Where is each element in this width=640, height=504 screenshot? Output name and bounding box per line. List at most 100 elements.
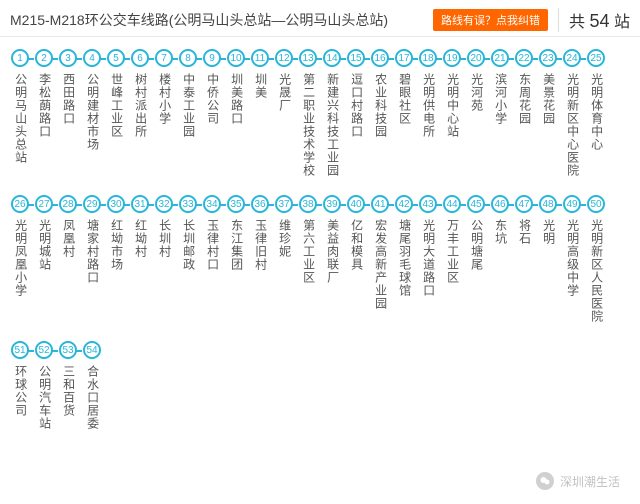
stop-label: 圳美路口 [229,73,242,125]
stop-node[interactable]: 42塘尾羽毛球馆 [392,195,416,323]
stop-number: 30 [107,195,125,213]
stop-label: 公明塘尾 [469,219,482,271]
stop-number: 20 [467,49,485,67]
stop-label: 美景花园 [541,73,554,125]
stop-number: 31 [131,195,149,213]
stop-node[interactable]: 48光明 [536,195,560,323]
watermark-text: 深圳潮生活 [560,473,620,490]
report-error-button[interactable]: 路线有误？点我纠错 [433,9,548,31]
stop-node[interactable]: 6 树村派出所 [128,49,152,177]
stop-node[interactable]: 27光明城站 [32,195,56,323]
stop-node[interactable]: 10 圳美路口 [224,49,248,177]
stop-label: 公明马山头总站 [13,73,26,164]
stop-number: 54 [83,341,101,359]
stop-label: 光明新区中心医院 [565,73,578,177]
total-stops: 共 54 站 [558,8,630,32]
stop-node[interactable]: 23美景花园 [536,49,560,177]
stop-node[interactable]: 46东坑 [488,195,512,323]
stop-label: 光明供电所 [421,73,434,138]
stop-node[interactable]: 3西田路口 [56,49,80,177]
stop-node[interactable]: 30红坳市场 [104,195,128,323]
stop-node[interactable]: 49光明高级中学 [560,195,584,323]
stop-label: 第二职业技术学校 [301,73,314,177]
stop-number: 44 [443,195,461,213]
stop-node[interactable]: 17碧眼社区 [392,49,416,177]
stop-node[interactable]: 47将石 [512,195,536,323]
stop-node[interactable]: 4公明建材市场 [80,49,104,177]
stop-node[interactable]: 5世峰工业区 [104,49,128,177]
stop-node[interactable]: 36玉律旧村 [248,195,272,323]
stop-node[interactable]: 28凤凰村 [56,195,80,323]
stop-label: 公明建材市场 [85,73,98,151]
stop-node[interactable]: 7楼村小学 [152,49,176,177]
stop-node[interactable]: 9中侨公司 [200,49,224,177]
stop-node[interactable]: 37维珍妮 [272,195,296,323]
stop-number: 10 [227,49,245,67]
stop-node[interactable]: 52公明汽车站 [32,341,56,430]
stop-node[interactable]: 13第二职业技术学校 [296,49,320,177]
stop-label: 光明大道路口 [421,219,434,297]
stop-node[interactable]: 40亿和模具 [344,195,368,323]
stop-number: 48 [539,195,557,213]
stop-node[interactable]: 21滨河小学 [488,49,512,177]
stop-node[interactable]: 2李松蓢路口 [32,49,56,177]
stop-node[interactable]: 11圳美 [248,49,272,177]
stop-node[interactable]: 24 光明新区中心医院 [560,49,584,177]
stop-node[interactable]: 26光明凤凰小学 [8,195,32,323]
stop-label: 合水口居委 [85,365,98,430]
stop-number: 52 [35,341,53,359]
stop-label: 李松蓢路口 [37,73,50,138]
stop-label: 光明新区人民医院 [589,219,602,323]
stop-node[interactable]: 51环球公司 [8,341,32,430]
stop-node[interactable]: 34玉律村口 [200,195,224,323]
stop-label: 树村派出所 [133,73,146,138]
stop-number: 24 [563,49,581,67]
stop-label: 中泰工业园 [181,73,194,138]
stop-node[interactable]: 38 第六工业区 [296,195,320,323]
stop-node[interactable]: 35东江集团 [224,195,248,323]
stop-number: 14 [323,49,341,67]
stop-number: 34 [203,195,221,213]
stop-label: 光明体育中心 [589,73,602,151]
stop-label: 农业科技园 [373,73,386,138]
stop-number: 38 [299,195,317,213]
stop-number: 6 [131,49,149,67]
stop-node[interactable]: 50光明新区人民医院 [584,195,608,323]
stop-node[interactable]: 32长圳村 [152,195,176,323]
stop-node[interactable]: 25光明体育中心 [584,49,608,177]
stop-number: 36 [251,195,269,213]
stop-node[interactable]: 1公明马山头总站 [8,49,32,177]
stop-node[interactable]: 14新建兴科技工业园 [320,49,344,177]
stop-node[interactable]: 29塘家村路口 [80,195,104,323]
stop-node[interactable]: 8中泰工业园 [176,49,200,177]
stop-node[interactable]: 53三和百货 [56,341,80,430]
stop-node[interactable]: 33长圳邮政 [176,195,200,323]
stop-label: 第六工业区 [301,219,314,284]
stop-node[interactable]: 15逗口村路口 [344,49,368,177]
stop-node[interactable]: 43光明大道路口 [416,195,440,323]
stop-label: 光明中心站 [445,73,458,138]
stop-node[interactable]: 45公明塘尾 [464,195,488,323]
stop-number: 9 [203,49,221,67]
stop-number: 28 [59,195,77,213]
stop-node[interactable]: 16农业科技园 [368,49,392,177]
stop-node[interactable]: 41宏发高新产业园 [368,195,392,323]
stop-node[interactable]: 22东周花园 [512,49,536,177]
stop-number: 12 [275,49,293,67]
stop-number: 18 [419,49,437,67]
stop-node[interactable]: 39美益肉联厂 [320,195,344,323]
stop-label: 亿和模具 [349,219,362,271]
stop-node[interactable]: 44 万丰工业区 [440,195,464,323]
stop-label: 塘家村路口 [85,219,98,284]
stop-label: 万丰工业区 [445,219,458,284]
stop-node[interactable]: 12 光晟厂 [272,49,296,177]
stop-node[interactable]: 54 合水口居委 [80,341,104,430]
stop-node[interactable]: 20光河苑 [464,49,488,177]
stop-node[interactable]: 19光明中心站 [440,49,464,177]
stop-node[interactable]: 31红坳村 [128,195,152,323]
stop-label: 长圳村 [157,219,170,258]
stop-label: 光晟厂 [277,73,290,112]
stop-node[interactable]: 18 光明供电所 [416,49,440,177]
stop-label: 光明凤凰小学 [13,219,26,297]
stop-number: 51 [11,341,29,359]
